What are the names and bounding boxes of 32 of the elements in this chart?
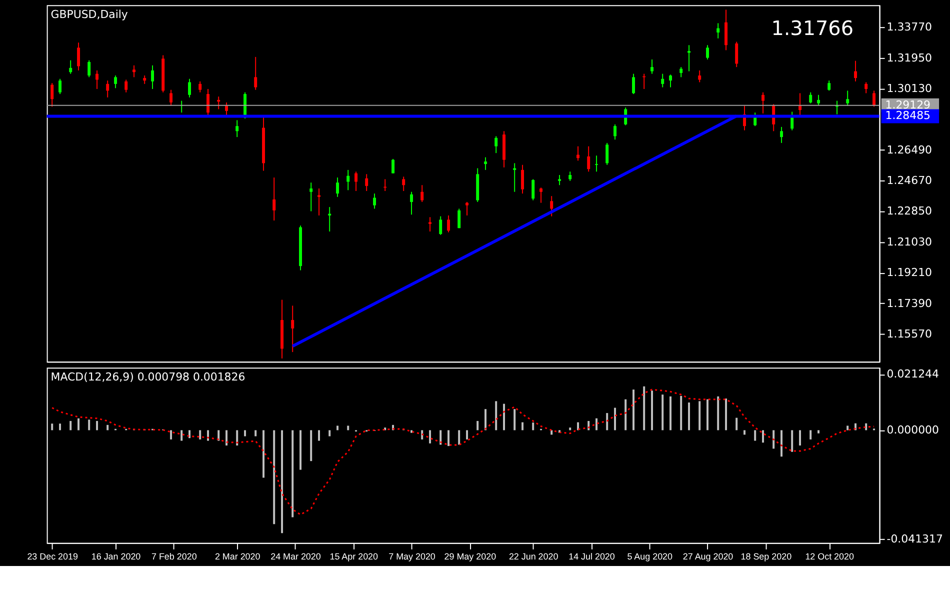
x-tick-label: 23 Dec 2019 <box>27 551 78 562</box>
x-tick-label: 18 Sep 2020 <box>740 551 792 562</box>
x-tick-label: 16 Jan 2020 <box>91 551 141 562</box>
x-tick-label: 22 Jun 2020 <box>508 551 558 562</box>
ref-line-label: 1.28485 <box>885 109 931 122</box>
chart-title: GBPUSD,Daily <box>50 8 128 22</box>
x-tick-label: 14 Jul 2020 <box>568 551 615 562</box>
x-tick-label: 15 Apr 2020 <box>330 551 378 562</box>
y-tick-label: 0.000000 <box>886 424 939 437</box>
y-tick-label: 1.33770 <box>886 20 932 34</box>
x-tick-label: 2 Mar 2020 <box>214 551 260 562</box>
x-tick-label: 5 Aug 2020 <box>627 551 673 562</box>
chart-title: MACD(12,26,9) 0.000798 0.001826 <box>50 370 246 384</box>
y-tick-label: 0.021244 <box>886 368 939 381</box>
y-tick-label: 1.19210 <box>886 266 932 280</box>
y-tick-label: 1.22850 <box>886 204 932 218</box>
x-tick-label: 12 Oct 2020 <box>805 551 854 562</box>
y-tick-label: 1.15570 <box>886 328 932 340</box>
y-tick-label: -0.041317 <box>886 532 943 546</box>
annotation: 1.31766 <box>771 16 854 40</box>
y-tick-label: 1.21030 <box>886 235 932 248</box>
x-tick-label: 7 May 2020 <box>388 551 436 562</box>
y-tick-label: 1.30130 <box>886 82 932 95</box>
y-tick-label: 1.31950 <box>886 51 932 64</box>
y-tick-label: 1.24670 <box>886 174 932 188</box>
x-tick-label: 24 Mar 2020 <box>270 551 321 562</box>
x-tick-label: 27 Aug 2020 <box>682 551 734 562</box>
y-tick-label: 1.26490 <box>886 143 932 156</box>
ref-line-label: 1.29129 <box>885 98 931 112</box>
x-tick-label: 29 May 2020 <box>444 551 496 562</box>
y-tick-label: 1.17390 <box>886 296 932 310</box>
x-tick-label: 7 Feb 2020 <box>152 551 197 562</box>
